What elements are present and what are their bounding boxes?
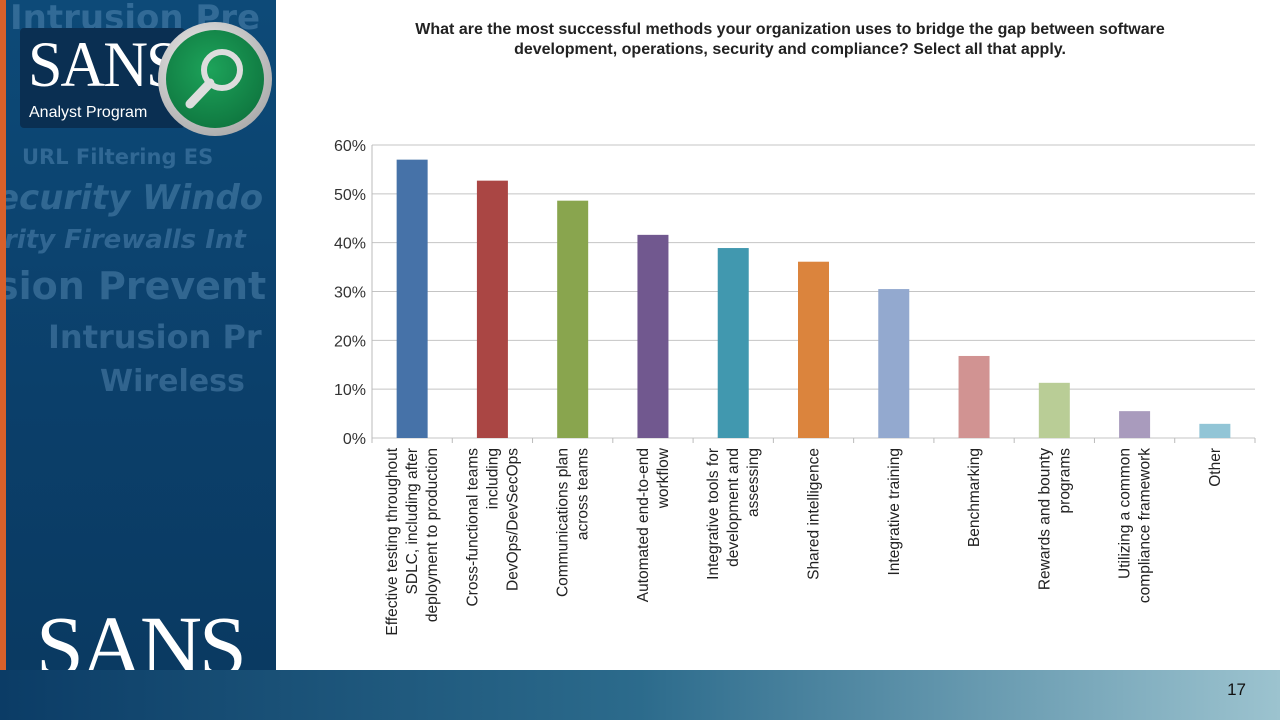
bar [1119,411,1151,438]
magnifier-icon [158,22,272,136]
x-tick-label: Effective testing throughout SDLC, includ… [384,447,441,635]
bar [878,289,910,438]
bar [717,248,749,438]
sans-analyst-logo: SANS Analyst Program [20,28,185,128]
x-tick-label: Automated end-to-end workflow [635,447,672,602]
y-tick-label: 0% [343,431,366,448]
chart-title: What are the most successful methods you… [415,21,1165,58]
bar [396,159,428,438]
y-tick-label: 30% [334,285,366,302]
bar [637,234,669,438]
sans-logo-bottom: SANS [36,598,247,670]
x-tick-label: Shared intelligence [806,448,823,580]
bg-word: sion Prevent [0,264,267,308]
logo-subtitle: Analyst Program [29,104,148,121]
x-tick-label: Other [1207,448,1224,487]
bg-word: rity Firewalls Int [4,225,246,255]
y-tick-label: 60% [334,138,366,155]
bg-word: URL Filtering ES [22,145,214,169]
bar [1199,423,1231,438]
bar [476,180,508,439]
x-tick-label: Cross-functional teams including DevOps/De… [464,448,521,607]
x-tick-label: Rewards and bounty programs [1036,448,1073,590]
y-tick-label: 10% [334,382,366,399]
left-panel: Intrusion Pre URL Filtering ES ecurity W… [0,0,276,670]
bar [557,200,589,438]
page-number: 17 [1227,680,1246,699]
x-tick-label: Integrative tools for development and asse… [705,448,762,580]
bg-word: Intrusion Pr [48,318,262,356]
bg-word: ecurity Windo [0,178,264,218]
bar [1038,382,1070,438]
x-tick-label: Communications plan across teams [555,448,592,597]
x-tick-label: Integrative training [886,448,903,576]
bg-word: Wireless [100,364,245,399]
x-tick-label: Benchmarking [966,448,983,547]
footer-bar [0,670,1280,720]
accent-stripe [0,0,6,670]
y-tick-label: 40% [334,236,366,253]
bar-chart: 0% 10% 20% 30% 40% 50% 60% Effective testing th… [334,138,1256,636]
logo-text: SANS [28,29,181,101]
bar [958,355,990,438]
y-tick-label: 50% [334,187,366,204]
y-tick-label: 20% [334,333,366,350]
bar [798,261,829,438]
x-tick-label: Utilizing a common compliance framework [1117,448,1154,603]
